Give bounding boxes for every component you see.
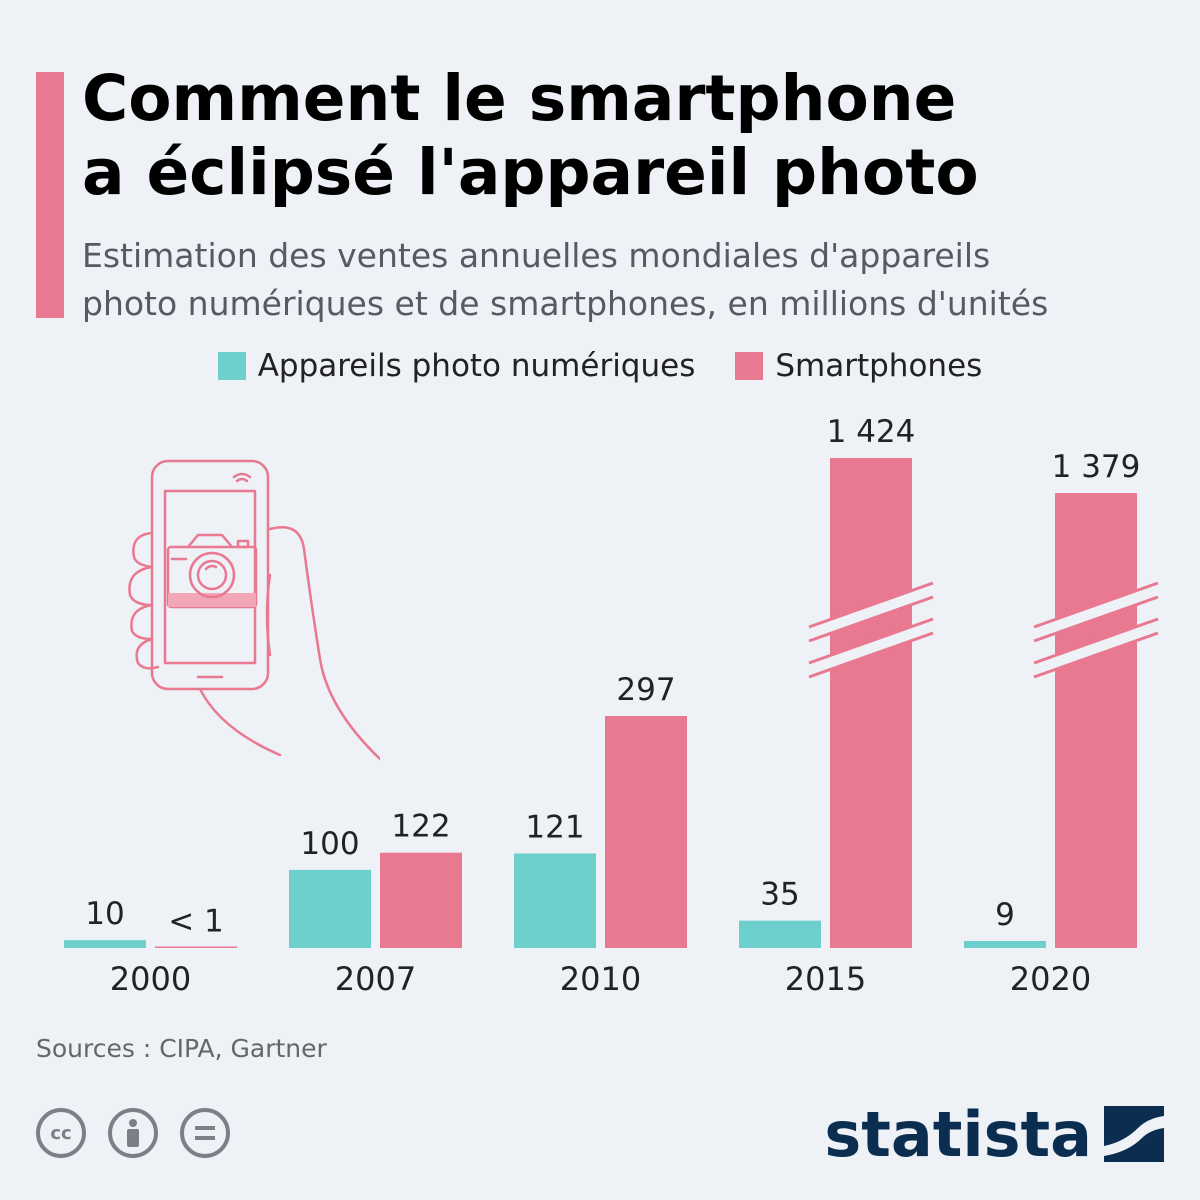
title-line-1: Comment le smartphone [82, 62, 957, 135]
bar-cameras-2010 [514, 853, 596, 948]
axis-break-line-top-2015-1 [808, 617, 934, 665]
value-label-cameras-2007: 100 [300, 826, 359, 862]
bar-cameras-2000 [64, 940, 146, 948]
legend-swatch-smartphones [735, 352, 764, 380]
phone-hand-illustration [128, 459, 380, 761]
legend-item-smartphones: Smartphones [735, 348, 982, 384]
value-label-smartphones-2000: < 1 [168, 904, 224, 940]
category-label-2000: 2000 [110, 960, 191, 998]
axis-break-line-bottom-2015-1 [808, 631, 934, 679]
axis-break-gap-2020-1 [1031, 619, 1161, 677]
camera-icon [166, 533, 258, 609]
license-icons: cc [36, 1108, 252, 1158]
value-label-smartphones-2015: 1 424 [827, 414, 916, 450]
legend-label-smartphones: Smartphones [775, 348, 983, 384]
value-label-cameras-2020: 9 [995, 897, 1015, 933]
value-label-cameras-2010: 121 [525, 809, 584, 845]
no-derivatives-icon [180, 1108, 230, 1158]
subtitle-line-2: photo numériques et de smartphones, en m… [82, 284, 1049, 323]
legend: Appareils photo numériques Smartphones [0, 348, 1200, 384]
legend-swatch-cameras [217, 352, 246, 380]
source-note: Sources : CIPA, Gartner [36, 1034, 327, 1063]
chart-title: Comment le smartphone a éclipsé l'appare… [82, 62, 1182, 210]
axis-break-line-top-2020-1 [1033, 617, 1159, 665]
bar-smartphones-2000 [155, 946, 237, 948]
bar-cameras-2007 [289, 869, 371, 948]
value-label-cameras-2000: 10 [85, 896, 124, 932]
axis-break-line-top-2020-0 [1033, 581, 1159, 629]
wifi-icon [232, 472, 252, 483]
cc-icon: cc [36, 1108, 86, 1158]
axis-break-line-bottom-2020-0 [1033, 595, 1159, 643]
phone-body [150, 459, 270, 691]
bar-smartphones-2010 [605, 716, 687, 948]
axis-break-gap-2020-0 [1031, 583, 1161, 641]
hand-thumb [265, 526, 380, 761]
attribution-icon [108, 1108, 158, 1158]
axis-break-line-bottom-2015-0 [808, 595, 934, 643]
category-label-2015: 2015 [785, 960, 866, 998]
category-label-2007: 2007 [335, 960, 416, 998]
bar-smartphones-2015 [830, 458, 912, 948]
value-label-smartphones-2010: 297 [616, 672, 675, 708]
bar-cameras-2020 [964, 940, 1046, 948]
brand-mark-icon [1104, 1106, 1164, 1162]
hand-fingers [128, 531, 160, 670]
accent-bar [36, 72, 64, 318]
bar-cameras-2015 [739, 920, 821, 948]
value-label-smartphones-2020: 1 379 [1052, 449, 1141, 485]
axis-break-gap-2015-0 [806, 583, 936, 641]
axis-break-line-top-2015-0 [808, 581, 934, 629]
hand-palm [198, 687, 282, 757]
legend-label-cameras: Appareils photo numériques [257, 348, 696, 384]
title-line-2: a éclipsé l'appareil photo [82, 136, 979, 209]
chart-subtitle: Estimation des ventes annuelles mondiale… [82, 232, 1192, 328]
brand-logo: statista [824, 1098, 1092, 1171]
value-label-smartphones-2007: 122 [391, 809, 450, 845]
value-label-cameras-2015: 35 [760, 877, 799, 913]
bar-smartphones-2020 [1055, 493, 1137, 948]
axis-break-gap-2015-1 [806, 619, 936, 677]
axis-break-line-bottom-2020-1 [1033, 631, 1159, 679]
category-label-2010: 2010 [560, 960, 641, 998]
bar-smartphones-2007 [380, 852, 462, 948]
subtitle-line-1: Estimation des ventes annuelles mondiale… [82, 236, 991, 275]
legend-item-cameras: Appareils photo numériques [217, 348, 696, 384]
category-label-2020: 2020 [1010, 960, 1091, 998]
